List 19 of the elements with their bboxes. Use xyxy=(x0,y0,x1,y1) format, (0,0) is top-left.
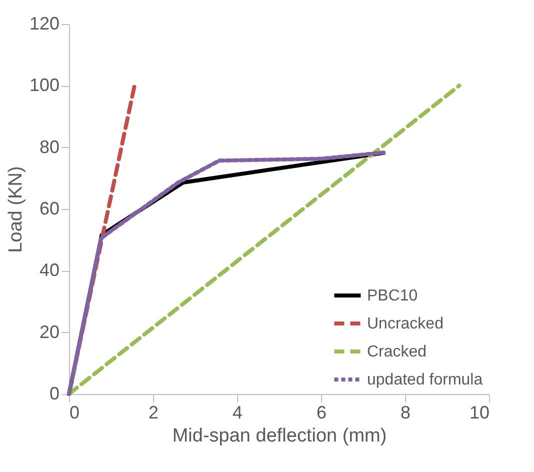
y-tick-label: 80 xyxy=(39,136,60,157)
x-tick-label: 10 xyxy=(469,402,490,422)
x-axis-title: Mid-span deflection (mm) xyxy=(172,426,387,446)
x-tick-label: 2 xyxy=(148,402,159,422)
legend-label: Cracked xyxy=(367,344,427,360)
y-tick-label: 0 xyxy=(49,384,60,404)
y-axis-title: Load (KN) xyxy=(5,166,26,253)
y-tick-label: 60 xyxy=(39,198,60,218)
legend-label: updated formula xyxy=(367,372,483,388)
y-tick-label: 20 xyxy=(39,322,60,342)
x-tick-label: 8 xyxy=(400,402,411,422)
y-tick-label: 100 xyxy=(29,75,60,96)
y-tick-label: 40 xyxy=(39,260,60,280)
legend-label: PBC10 xyxy=(367,288,418,304)
x-tick-label: 4 xyxy=(232,402,243,422)
x-tick-label: 0 xyxy=(70,402,80,422)
x-tick-label: 6 xyxy=(316,402,327,422)
y-tick-label: 120 xyxy=(29,14,60,34)
legend-label: Uncracked xyxy=(367,316,444,332)
